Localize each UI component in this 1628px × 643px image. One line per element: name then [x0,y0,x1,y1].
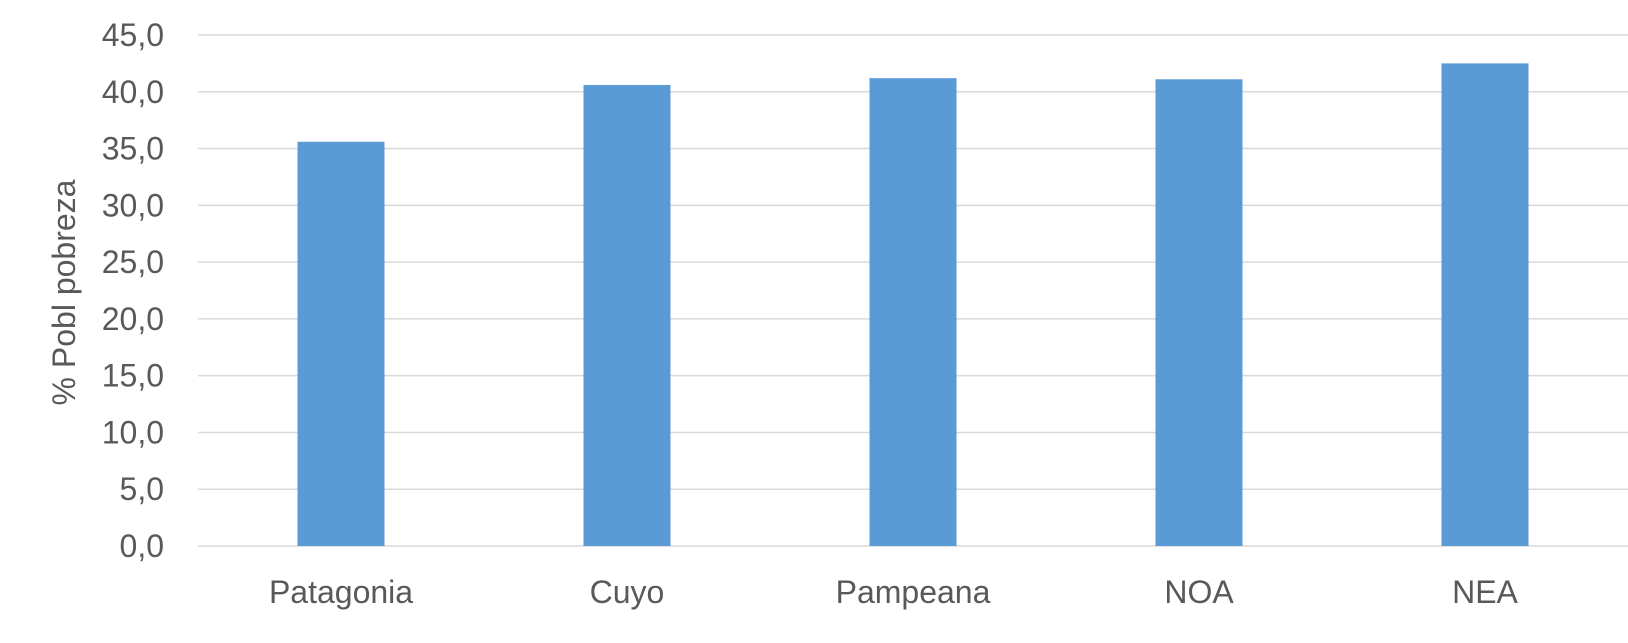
y-tick-label: 40,0 [102,74,164,110]
x-tick-label: Cuyo [590,574,665,610]
y-tick-label: 15,0 [102,358,164,394]
x-tick-label: NOA [1164,574,1234,610]
y-tick-label: 10,0 [102,414,164,450]
y-axis-ticks: 0,0 5,0 10,0 15,0 20,0 25,0 30,0 35,0 40,0 45,0 [102,17,164,564]
bar-noa [1155,79,1243,546]
y-tick-label: 30,0 [102,187,164,223]
y-tick-label: 5,0 [120,471,164,507]
y-tick-label: 25,0 [102,244,164,280]
y-tick-label: 35,0 [102,131,164,167]
bar-patagonia [297,141,385,546]
x-axis-ticks: Patagonia Cuyo Pampeana NOA NEA [269,574,1519,610]
y-tick-label: 20,0 [102,301,164,337]
y-tick-label: 0,0 [120,528,164,564]
x-tick-label: NEA [1452,574,1518,610]
y-axis-title: % Pobl pobreza [46,179,82,405]
bars [297,63,1529,547]
bar-nea [1441,63,1529,547]
bar-pampeana [869,78,957,546]
bar-cuyo [583,84,671,546]
x-tick-label: Patagonia [269,574,413,610]
x-tick-label: Pampeana [836,574,991,610]
y-tick-label: 45,0 [102,17,164,53]
